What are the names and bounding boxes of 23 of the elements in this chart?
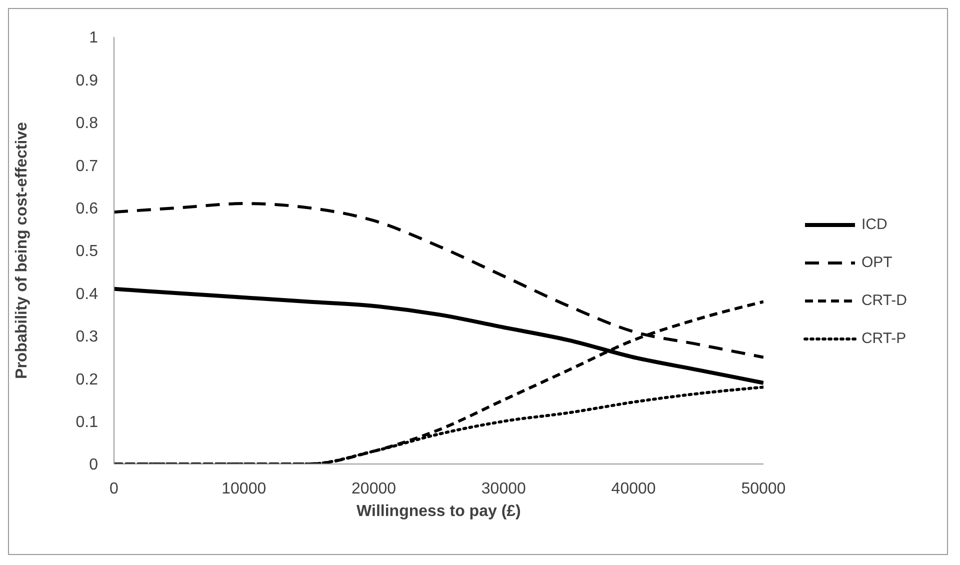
y-tick-label: 0.9 [76,72,98,90]
y-tick-label: 0.2 [76,371,98,388]
y-tick-label: 0.5 [76,243,98,260]
legend-label: ICD [861,216,888,233]
y-axis-title: Probability of being cost-effective [14,122,31,379]
legend-label: CRT-D [861,292,907,309]
legend-label: OPT [861,254,892,271]
y-tick-label: 0.3 [76,328,98,346]
x-tick-label: 10000 [222,480,266,498]
y-tick-label: 0.4 [76,286,98,303]
x-tick-label: 40000 [611,480,656,498]
y-tick-label: 0.8 [76,115,98,132]
x-tick-label: 50000 [741,480,786,498]
x-tick-label: 0 [110,480,119,498]
y-tick-label: 0.6 [76,200,98,218]
y-tick-label: 0.7 [76,158,98,175]
x-tick-label: 30000 [481,480,526,498]
y-tick-label: 0.1 [76,414,98,431]
x-tick-label: 20000 [352,480,396,498]
legend-label: CRT-P [861,330,906,347]
y-tick-label: 0 [89,456,98,474]
y-tick-label: 1 [89,30,98,47]
x-axis-title: Willingness to pay (£) [356,503,521,520]
